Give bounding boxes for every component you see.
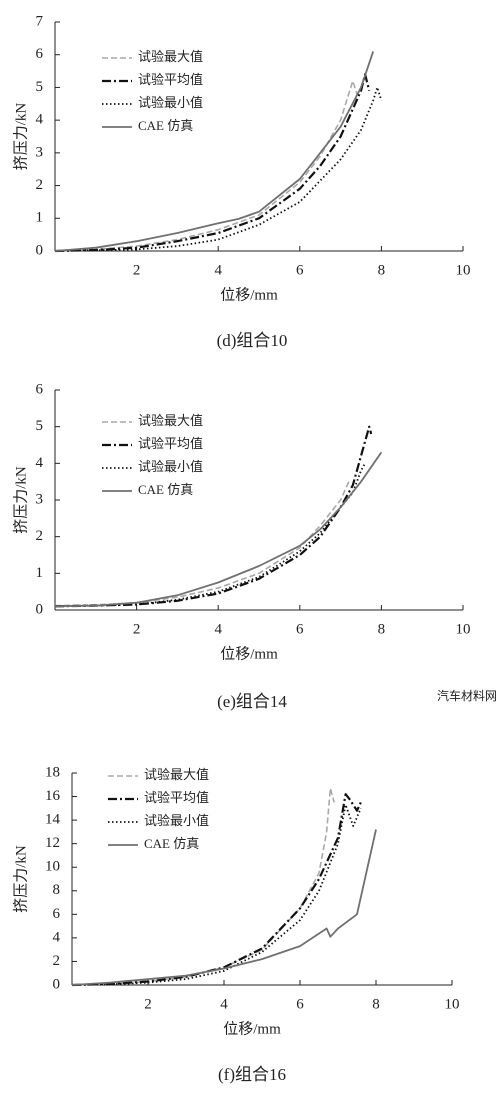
x-tick-label: 8 [372,996,380,1012]
series-line [71,829,377,986]
y-tick-label: 6 [53,906,61,922]
x-tick-label: 4 [220,996,228,1012]
y-tick-label: 6 [36,381,44,397]
x-tick-label: 2 [133,621,141,637]
watermark: 汽车材料网 [437,688,497,703]
caption: (e)组合14 [217,692,287,711]
legend-label: 试验最大值 [144,767,209,782]
y-tick-label: 1 [36,565,44,581]
x-tick-label: 6 [296,621,304,637]
y-tick-label: 8 [53,882,61,898]
y-tick-label: 2 [36,528,44,544]
x-tick-label: 2 [133,262,141,278]
x-tick-label: 6 [296,262,304,278]
y-tick-label: 6 [36,46,44,62]
y-tick-label: 0 [36,601,44,617]
x-tick-label: 2 [144,996,152,1012]
y-tick-label: 4 [36,455,44,471]
x-tick-label: 10 [456,262,471,278]
x-axis-label: 位移/mm [220,645,278,662]
y-axis-label: 挤压力/kN [12,466,29,534]
y-tick-label: 7 [36,13,44,29]
y-tick-label: 3 [36,491,44,507]
y-tick-label: 4 [53,929,61,945]
legend-label: 试验最小值 [144,813,209,828]
y-tick-label: 14 [45,812,61,828]
y-tick-label: 0 [36,242,44,258]
caption: (d)组合10 [217,331,288,350]
legend-label: CAE 仿真 [144,836,199,851]
x-tick-label: 8 [378,262,386,278]
x-axis-label: 位移/mm [223,1020,281,1037]
legend-label: 试验最小值 [138,459,203,474]
x-tick-label: 6 [296,996,304,1012]
y-tick-label: 12 [45,835,60,851]
y-tick-label: 2 [53,953,61,969]
x-tick-label: 4 [214,621,222,637]
y-tick-label: 0 [53,976,61,992]
x-tick-label: 10 [445,996,460,1012]
legend-label: 试验平均值 [144,790,209,805]
legend-label: 试验最大值 [138,413,203,428]
series-line [54,481,350,607]
legend-label: CAE 仿真 [138,482,193,497]
series-line [71,793,362,987]
series-line [71,803,362,986]
legend-label: 试验平均值 [138,436,203,451]
y-tick-label: 4 [36,112,44,128]
y-tick-label: 16 [45,788,61,804]
series-line [54,51,375,252]
y-axis-label: 挤压力/kN [12,845,29,913]
y-tick-label: 5 [36,418,44,434]
y-axis-label: 挤压力/kN [12,103,29,171]
caption: (f)组合16 [218,1065,286,1084]
legend-label: 试验最大值 [138,49,203,64]
series-line [54,80,358,252]
x-tick-label: 10 [456,621,471,637]
legend-label: CAE 仿真 [138,118,193,133]
series-line [54,425,373,608]
x-tick-label: 8 [378,621,386,637]
y-tick-label: 3 [36,144,44,160]
y-tick-label: 1 [36,210,44,226]
y-tick-label: 10 [45,859,60,875]
y-tick-label: 18 [45,764,60,780]
x-axis-label: 位移/mm [220,286,278,303]
y-tick-label: 5 [36,79,44,95]
legend-label: 试验最小值 [138,95,203,110]
x-tick-label: 4 [214,262,222,278]
series-line [54,451,383,608]
y-tick-label: 2 [36,177,44,193]
series-line [54,86,383,252]
legend-label: 试验平均值 [138,72,203,87]
